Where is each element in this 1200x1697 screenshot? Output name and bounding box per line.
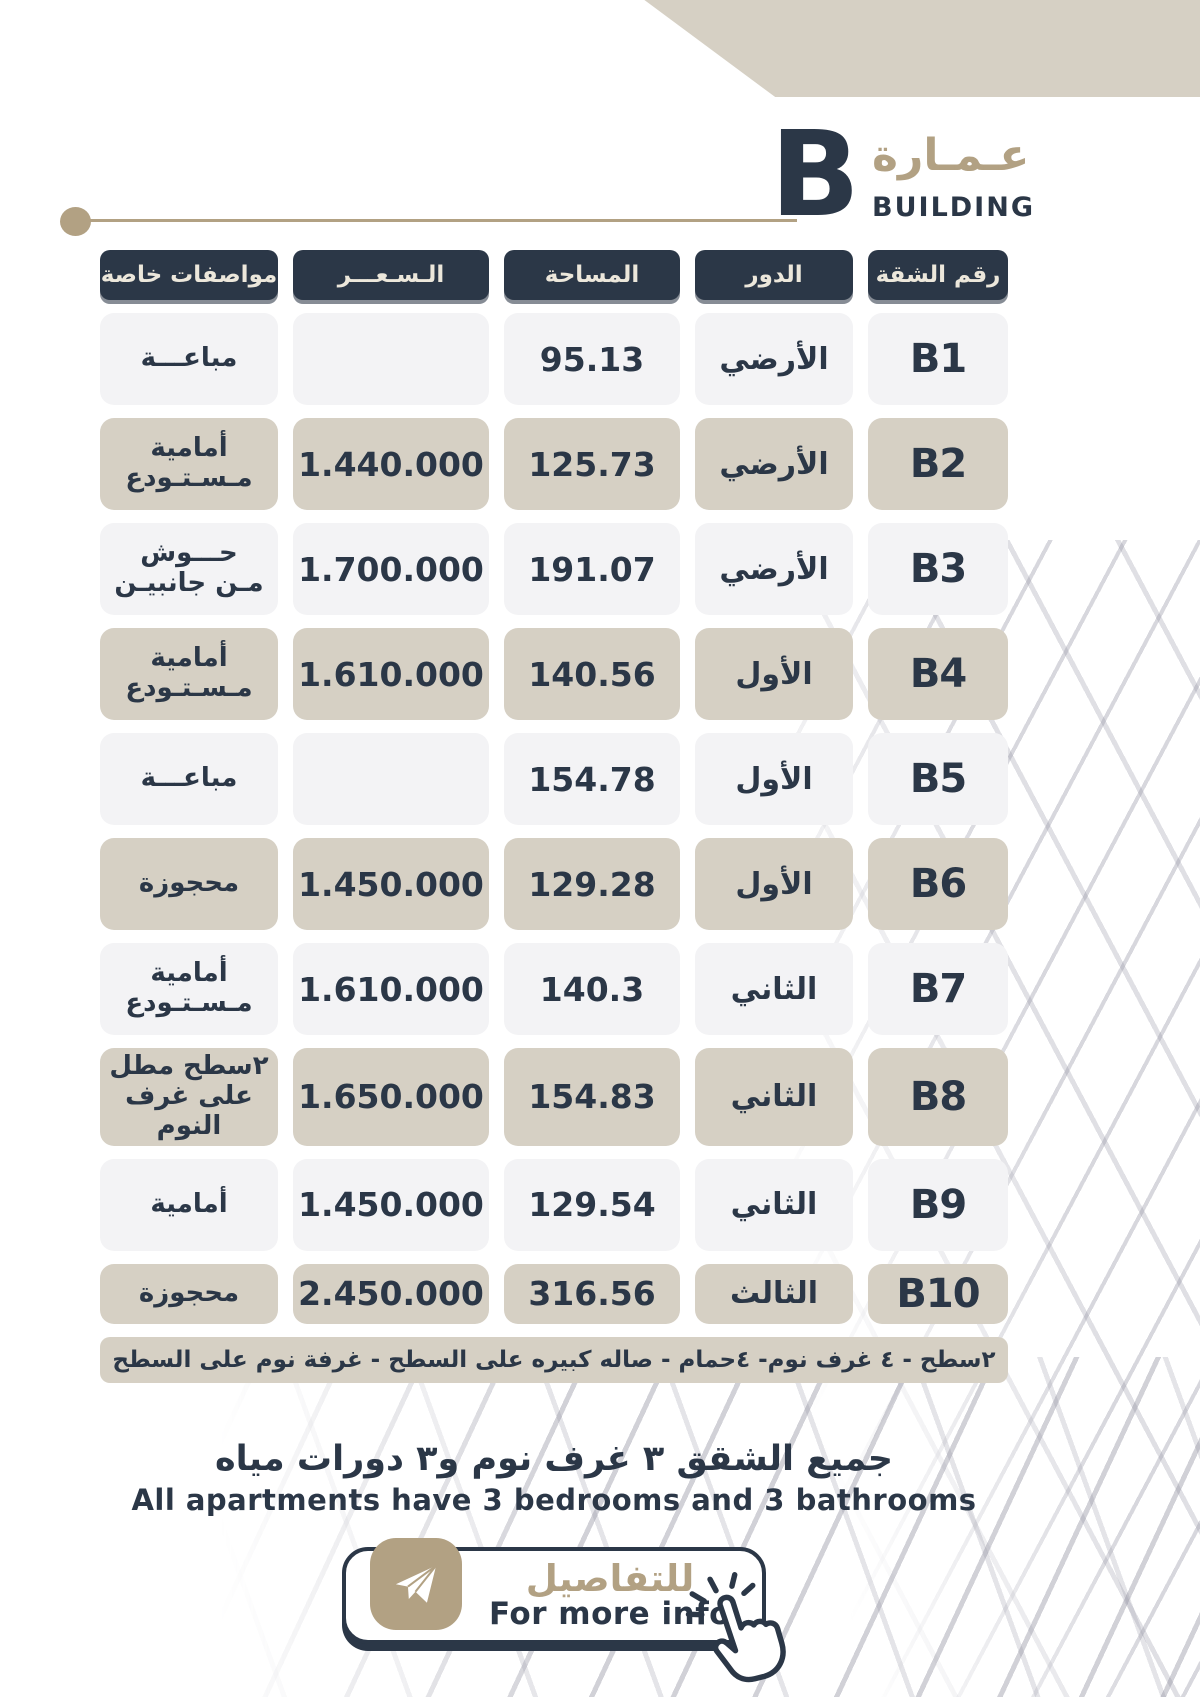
cell-price: 1.440.000 [293, 418, 489, 510]
cell-area: 95.13 [504, 313, 680, 405]
table-body: B1 الأرضي 95.13 مباعـــة B2 الأرضي 125.73 1.440… [100, 313, 1008, 1324]
building-letter: B [770, 105, 860, 243]
cell-area: 129.54 [504, 1158, 680, 1251]
cell-area: 129.28 [504, 838, 680, 930]
cell-specs: مباعـــة [100, 733, 278, 825]
cell-floor: الثاني [695, 1158, 853, 1251]
cell-floor: الأرضي [695, 523, 853, 615]
cell-floor: الأرضي [695, 418, 853, 510]
cell-price [293, 313, 489, 405]
cell-apt: B4 [868, 628, 1008, 720]
accent-line [75, 219, 797, 222]
cell-area: 316.56 [504, 1263, 680, 1324]
cell-apt: B8 [868, 1048, 1008, 1146]
table-row: B7 الثاني 140.3 1.610.000 أمامية مـسـتـودع [100, 943, 1008, 1035]
cell-floor: الأول [695, 838, 853, 930]
cell-apt: B5 [868, 733, 1008, 825]
cell-specs: حـــوش مـن جانبيـن [100, 523, 278, 615]
cell-price: 1.450.000 [293, 1158, 489, 1251]
table-row: B4 الأول 140.56 1.610.000 أمامية مـسـتـودع [100, 628, 1008, 720]
cell-area: 140.56 [504, 628, 680, 720]
table-header-row: رقم الشقة الدور المساحة الـسـعـــر مواصفات خ… [100, 250, 1008, 300]
title-arabic: عـمـارة [872, 130, 1030, 181]
cell-floor: الأول [695, 733, 853, 825]
cell-apt: B3 [868, 523, 1008, 615]
cell-area: 140.3 [504, 943, 680, 1035]
column-header-apt: رقم الشقة [868, 250, 1008, 300]
cell-floor: الأول [695, 628, 853, 720]
cell-specs: أمامية مـسـتـودع [100, 628, 278, 720]
brand-header: B عـمـارة BUILDING [770, 105, 1035, 243]
cell-specs: محجوزة [100, 838, 278, 930]
table-row: B9 الثاني 129.54 1.450.000 أمامية [100, 1158, 1008, 1251]
cell-apt: B1 [868, 313, 1008, 405]
cell-price: 1.610.000 [293, 943, 489, 1035]
table-row: B3 الأرضي 191.07 1.700.000 حـــوش مـن جانبيـ… [100, 523, 1008, 615]
table-footnote: ٢سطح - ٤ غرف نوم- ٤حمام - صاله كبيره على… [100, 1336, 1008, 1383]
cell-price: 1.700.000 [293, 523, 489, 615]
cell-price: 1.450.000 [293, 838, 489, 930]
more-info-button[interactable]: للتفاصيل For more info [342, 1538, 786, 1682]
cell-specs: أمامية مـسـتـودع [100, 418, 278, 510]
cell-area: 125.73 [504, 418, 680, 510]
cell-price: 2.450.000 [293, 1263, 489, 1324]
cell-apt: B6 [868, 838, 1008, 930]
cell-specs: محجوزة [100, 1263, 278, 1324]
table-row: B6 الأول 129.28 1.450.000 محجوزة [100, 838, 1008, 930]
cell-specs: ٢سطح مطل على غرف النوم [100, 1048, 278, 1146]
note-english: All apartments have 3 bedrooms and 3 bat… [131, 1482, 977, 1517]
table-row: B2 الأرضي 125.73 1.440.000 أمامية مـسـتـودع [100, 418, 1008, 510]
cell-area: 191.07 [504, 523, 680, 615]
table-row: B8 الثاني 154.83 1.650.000 ٢سطح مطل على غرف … [100, 1048, 1008, 1146]
cell-floor: الثاني [695, 943, 853, 1035]
table-row: B10 الثالث 316.56 2.450.000 محجوزة [100, 1263, 1008, 1324]
corner-banner [644, 0, 1200, 97]
cell-floor: الثاني [695, 1048, 853, 1146]
cell-price [293, 733, 489, 825]
cell-specs: أمامية مـسـتـودع [100, 943, 278, 1035]
cell-price: 1.610.000 [293, 628, 489, 720]
table-row: B5 الأول 154.78 مباعـــة [100, 733, 1008, 825]
cell-apt: B7 [868, 943, 1008, 1035]
cell-area: 154.83 [504, 1048, 680, 1146]
table-row: B1 الأرضي 95.13 مباعـــة [100, 313, 1008, 405]
column-header-area: المساحة [504, 250, 680, 300]
cell-price: 1.650.000 [293, 1048, 489, 1146]
cell-apt: B9 [868, 1158, 1008, 1251]
click-hand-icon [685, 1571, 786, 1682]
cell-specs: مباعـــة [100, 313, 278, 405]
paper-plane-icon[interactable] [370, 1538, 462, 1631]
price-table: رقم الشقة الدور المساحة الـسـعـــر مواصفات خ… [100, 250, 1008, 1682]
note-arabic: جميع الشقق ٣ غرف نوم و٣ دورات مياه [214, 1438, 894, 1479]
cta-label-arabic: للتفاصيل [525, 1556, 695, 1600]
title-english: BUILDING [872, 192, 1035, 223]
column-header-specs: مواصفات خاصة [100, 250, 278, 300]
cell-floor: الأرضي [695, 313, 853, 405]
column-header-floor: الدور [695, 250, 853, 300]
cell-area: 154.78 [504, 733, 680, 825]
cell-specs: أمامية [100, 1158, 278, 1251]
cell-apt: B2 [868, 418, 1008, 510]
column-header-price: الـسـعـــر [293, 250, 489, 300]
cell-apt: B10 [868, 1263, 1008, 1324]
cell-floor: الثالث [695, 1263, 853, 1324]
